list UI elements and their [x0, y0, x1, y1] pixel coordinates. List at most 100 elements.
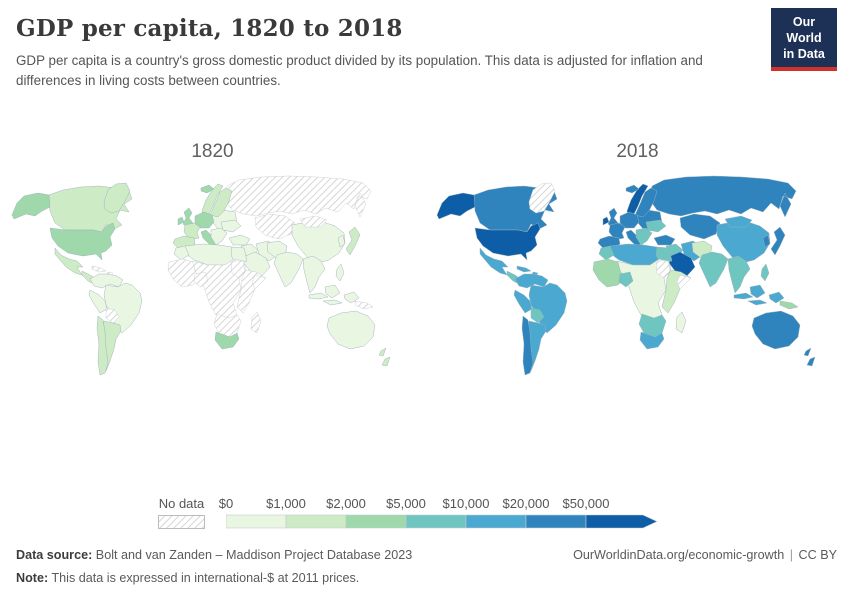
- footer-source-line: Data source: Bolt and van Zanden – Maddi…: [16, 544, 837, 567]
- region-australia[interactable]: [751, 310, 800, 350]
- region-central_asia[interactable]: [254, 213, 295, 240]
- region-greenland[interactable]: [103, 182, 130, 214]
- region-ukraine[interactable]: [645, 219, 666, 233]
- owid-logo-line2: in Data: [783, 47, 825, 61]
- legend-tick-label: $10,000: [442, 496, 490, 511]
- map-year-label-1820: 1820: [191, 141, 234, 163]
- region-brazil[interactable]: [528, 282, 567, 334]
- legend-band-1: [225, 514, 287, 529]
- region-japan[interactable]: [770, 226, 785, 256]
- region-australia[interactable]: [326, 310, 375, 350]
- region-greenland[interactable]: [528, 182, 555, 214]
- region-arabia[interactable]: [242, 251, 270, 278]
- region-madagascar[interactable]: [675, 311, 686, 334]
- region-southeast_asia[interactable]: [727, 255, 750, 294]
- region-iceland[interactable]: [200, 184, 214, 194]
- region-mexico[interactable]: [54, 247, 83, 276]
- region-new_zealand[interactable]: [378, 347, 390, 367]
- region-mongolia[interactable]: [299, 215, 327, 228]
- chart-header: GDP per capita, 1820 to 2018 GDP per cap…: [0, 0, 850, 91]
- owid-logo[interactable]: Our World in Data: [771, 8, 837, 71]
- region-india[interactable]: [698, 251, 728, 288]
- region-sudan[interactable]: [655, 260, 670, 279]
- region-mongolia[interactable]: [724, 215, 752, 228]
- region-ireland[interactable]: [602, 216, 609, 226]
- region-central_europe[interactable]: [194, 211, 214, 229]
- region-alaska[interactable]: [11, 192, 50, 220]
- region-somalia[interactable]: [251, 274, 266, 290]
- region-usa[interactable]: [49, 222, 115, 261]
- region-horn_africa[interactable]: [236, 269, 266, 314]
- region-colombia_venezuela[interactable]: [89, 273, 123, 289]
- region-central_europe[interactable]: [619, 211, 639, 229]
- world-map-2018[interactable]: [428, 166, 848, 403]
- region-somalia[interactable]: [676, 274, 691, 290]
- region-philippines[interactable]: [760, 263, 769, 282]
- region-alaska[interactable]: [436, 192, 475, 220]
- legend-band-2: [285, 514, 347, 529]
- license-link[interactable]: CC BY: [798, 548, 838, 562]
- chart-subtitle: GDP per capita is a country's gross dome…: [16, 53, 703, 89]
- region-south_africa[interactable]: [639, 331, 664, 350]
- legend-tick-label: $20,000: [502, 496, 550, 511]
- page-title: GDP per capita, 1820 to 2018: [16, 15, 403, 42]
- region-png[interactable]: [779, 300, 798, 310]
- source-text: Bolt and van Zanden – Maddison Project D…: [95, 548, 413, 562]
- region-ukraine[interactable]: [220, 219, 241, 233]
- region-south_africa[interactable]: [214, 331, 239, 350]
- region-bolivia[interactable]: [530, 307, 544, 324]
- region-central_asia[interactable]: [679, 213, 720, 240]
- region-madagascar[interactable]: [250, 311, 261, 334]
- region-brazil[interactable]: [103, 282, 142, 334]
- region-india[interactable]: [273, 251, 303, 288]
- owid-url-link[interactable]: OurWorldinData.org/economic-growth: [573, 548, 785, 562]
- region-bolivia[interactable]: [105, 307, 119, 324]
- region-russia[interactable]: [223, 175, 371, 218]
- region-indonesia[interactable]: [308, 284, 359, 306]
- region-peru[interactable]: [513, 289, 532, 314]
- region-colombia_venezuela[interactable]: [514, 273, 548, 289]
- region-korea[interactable]: [762, 234, 770, 248]
- region-france[interactable]: [608, 222, 625, 241]
- region-korea[interactable]: [337, 234, 345, 248]
- region-japan[interactable]: [345, 226, 360, 256]
- legend-nodata-label: No data: [158, 496, 205, 511]
- legend-ticks: $0 $1,000 $2,000 $5,000 $10,000 $20,000 $50,00…: [219, 496, 661, 514]
- region-morocco[interactable]: [173, 245, 189, 261]
- legend-tick-label: $5,000: [386, 496, 426, 511]
- region-russia[interactable]: [648, 175, 796, 218]
- legend-band-4: [405, 514, 467, 529]
- region-nigeria[interactable]: [193, 271, 208, 288]
- region-sweden_finland[interactable]: [209, 187, 232, 218]
- region-new_zealand[interactable]: [803, 347, 815, 367]
- region-horn_africa[interactable]: [661, 269, 691, 314]
- region-iceland[interactable]: [625, 184, 639, 194]
- region-chile[interactable]: [521, 315, 533, 376]
- legend-tick-label: $50,000: [562, 496, 610, 511]
- map-year-label-2018: 2018: [616, 141, 659, 163]
- region-mexico[interactable]: [479, 247, 508, 276]
- region-balkans[interactable]: [210, 227, 227, 246]
- region-sweden_finland[interactable]: [634, 187, 657, 218]
- region-france[interactable]: [183, 222, 200, 241]
- region-southeast_asia[interactable]: [302, 255, 325, 294]
- region-philippines[interactable]: [335, 263, 344, 282]
- region-arabia[interactable]: [667, 251, 695, 278]
- world-map-1820[interactable]: [3, 166, 423, 403]
- region-indonesia[interactable]: [733, 284, 784, 306]
- region-usa[interactable]: [474, 222, 540, 261]
- region-ireland[interactable]: [177, 216, 184, 226]
- region-balkans[interactable]: [635, 227, 652, 246]
- region-chile[interactable]: [96, 315, 108, 376]
- region-png[interactable]: [354, 300, 373, 310]
- region-peru[interactable]: [88, 289, 107, 314]
- note-label: Note:: [16, 571, 49, 586]
- region-sudan[interactable]: [230, 260, 245, 279]
- legend-band-3: [345, 514, 407, 529]
- region-turkey[interactable]: [228, 234, 250, 246]
- region-nigeria[interactable]: [618, 271, 633, 288]
- region-turkey[interactable]: [653, 234, 675, 246]
- legend-tick-label: $2,000: [326, 496, 366, 511]
- region-morocco[interactable]: [598, 245, 614, 261]
